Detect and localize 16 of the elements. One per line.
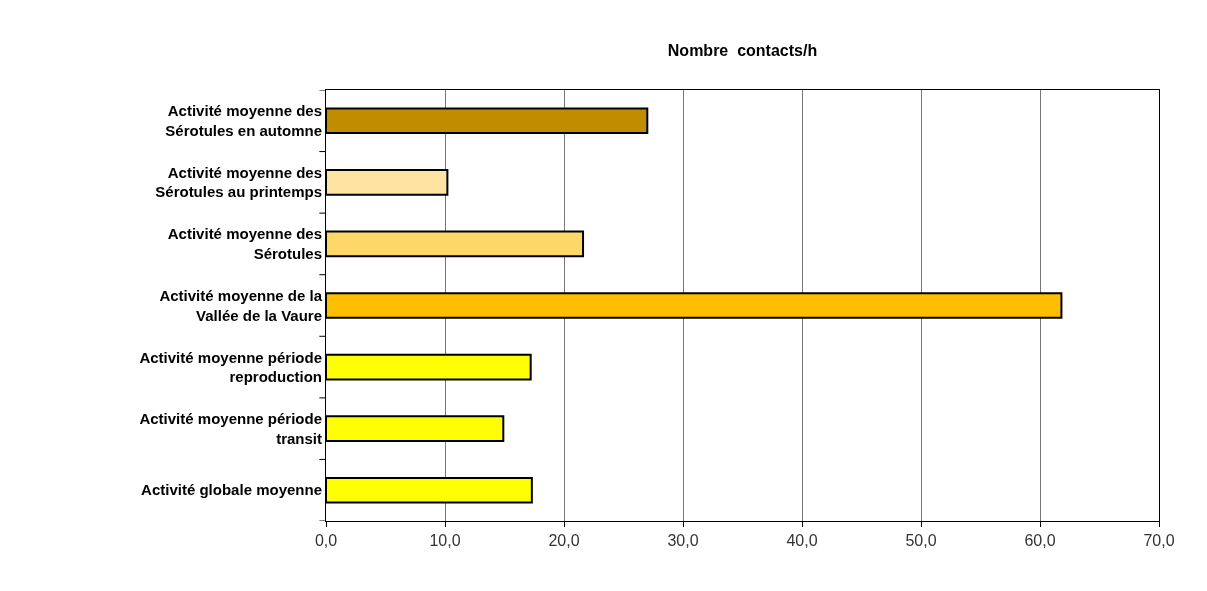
x-tick-label: 40,0 <box>786 532 818 550</box>
y-tick-label: Activité moyenne période reproduction <box>139 348 322 386</box>
x-tick-label: 30,0 <box>667 532 699 550</box>
y-tick-label: Activité moyenne de la Vallée de la Vaure <box>159 287 323 324</box>
x-tick-label: 70,0 <box>1143 532 1175 550</box>
y-tick-label: Activité moyenne des Sérotules <box>167 225 322 262</box>
x-tick-label: 50,0 <box>905 532 937 550</box>
x-tick-label: 20,0 <box>548 532 580 550</box>
y-tick-label: Activité moyenne des Sérotules en automne <box>165 102 322 139</box>
x-tick-label: 60,0 <box>1024 532 1056 550</box>
chart-title: Nombre contacts/h <box>667 41 818 59</box>
y-tick-label: Activité globale moyenne <box>141 481 322 499</box>
y-tick-label: Activité moyenne période transit <box>139 410 322 447</box>
y-tick-label: Activité moyenne des Sérotules au printemps <box>155 163 322 201</box>
x-tick-label: 10,0 <box>429 532 461 550</box>
x-tick-label: 0,0 <box>314 532 338 550</box>
